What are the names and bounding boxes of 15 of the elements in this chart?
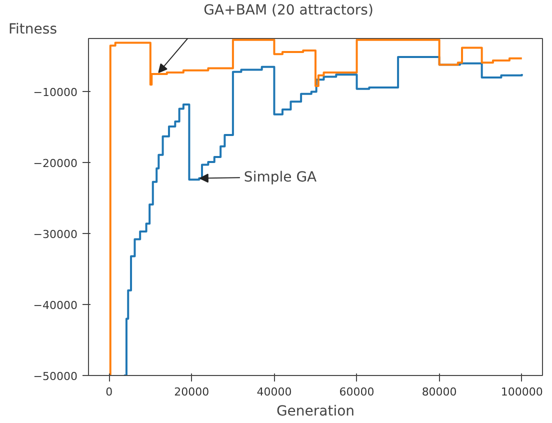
annotation: GA+BAM (20 attractors) — [204, 2, 374, 18]
y-tick-label: −30000 — [33, 228, 78, 242]
y-tick-label: −20000 — [33, 157, 78, 170]
x-axis-title: Generation — [276, 404, 355, 420]
x-tick-label: 40000 — [256, 386, 292, 398]
x-tick-label: 100000 — [500, 386, 543, 398]
y-axis-title: Fitness — [8, 22, 57, 38]
x-tick-label: 20000 — [174, 386, 210, 398]
y-tick-label: −40000 — [33, 299, 78, 312]
y-tick-label: −50000 — [33, 370, 78, 383]
annotation: Simple GA — [244, 170, 318, 186]
x-tick-label: 60000 — [339, 386, 374, 398]
x-tick-label: 80000 — [422, 386, 457, 398]
x-tick-label: 0 — [106, 386, 113, 398]
y-tick-label: −10000 — [33, 86, 78, 100]
